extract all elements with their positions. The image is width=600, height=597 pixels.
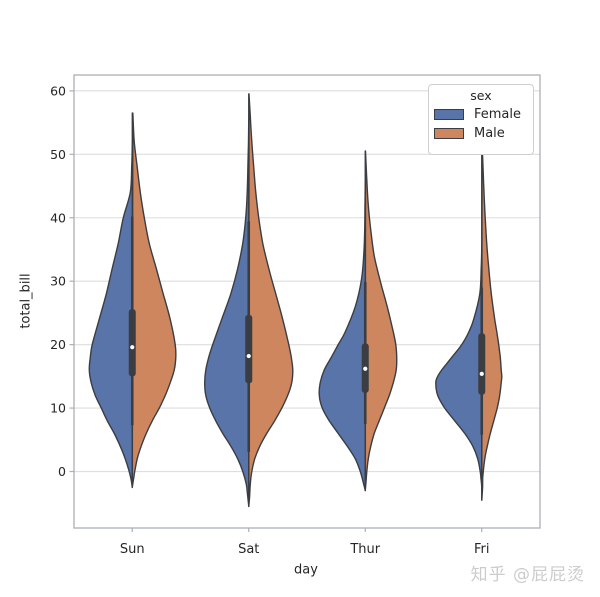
violin-male-half: [131, 112, 177, 489]
legend-label-male: Male: [474, 126, 505, 141]
violin-male-half: [481, 137, 503, 501]
iqr-box: [128, 309, 136, 377]
x-axis-title: day: [294, 562, 318, 578]
violin-female-half: [435, 137, 483, 501]
median-dot: [246, 353, 251, 359]
legend-label-female: Female: [474, 107, 522, 122]
legend: sex Female Male: [428, 84, 534, 155]
plot-border: [73, 74, 541, 529]
iqr-box: [478, 333, 486, 395]
violin-male-half: [364, 150, 398, 492]
y-tick-label: 30: [50, 274, 66, 289]
median-dot: [130, 345, 135, 350]
female-color-swatch: [434, 109, 464, 120]
median-dot: [479, 371, 484, 376]
y-tick-label: 50: [50, 147, 66, 162]
legend-item-female: Female: [434, 107, 533, 122]
y-tick-label: 10: [50, 401, 66, 416]
male-color-swatch: [434, 128, 464, 139]
violin-female-half: [88, 112, 133, 489]
y-tick-label: 20: [50, 337, 66, 352]
y-axis-title: total_bill: [18, 273, 34, 329]
violin-female-half: [318, 150, 367, 492]
x-tick-label: Sun: [120, 542, 145, 557]
violin-male-half: [248, 93, 294, 508]
watermark: 知乎 @屁屁烫: [470, 565, 585, 585]
y-tick-label: 60: [50, 83, 66, 98]
y-tick-label: 0: [58, 464, 66, 479]
x-tick-label: Fri: [474, 542, 490, 557]
legend-item-male: Male: [434, 126, 533, 141]
legend-title: sex: [470, 88, 492, 103]
y-tick-label: 40: [50, 210, 66, 225]
median-dot: [363, 366, 368, 371]
x-tick-label: Sat: [238, 542, 259, 557]
x-tick-label: Thur: [349, 542, 380, 557]
violin-female-half: [204, 93, 250, 508]
iqr-box: [245, 314, 253, 384]
